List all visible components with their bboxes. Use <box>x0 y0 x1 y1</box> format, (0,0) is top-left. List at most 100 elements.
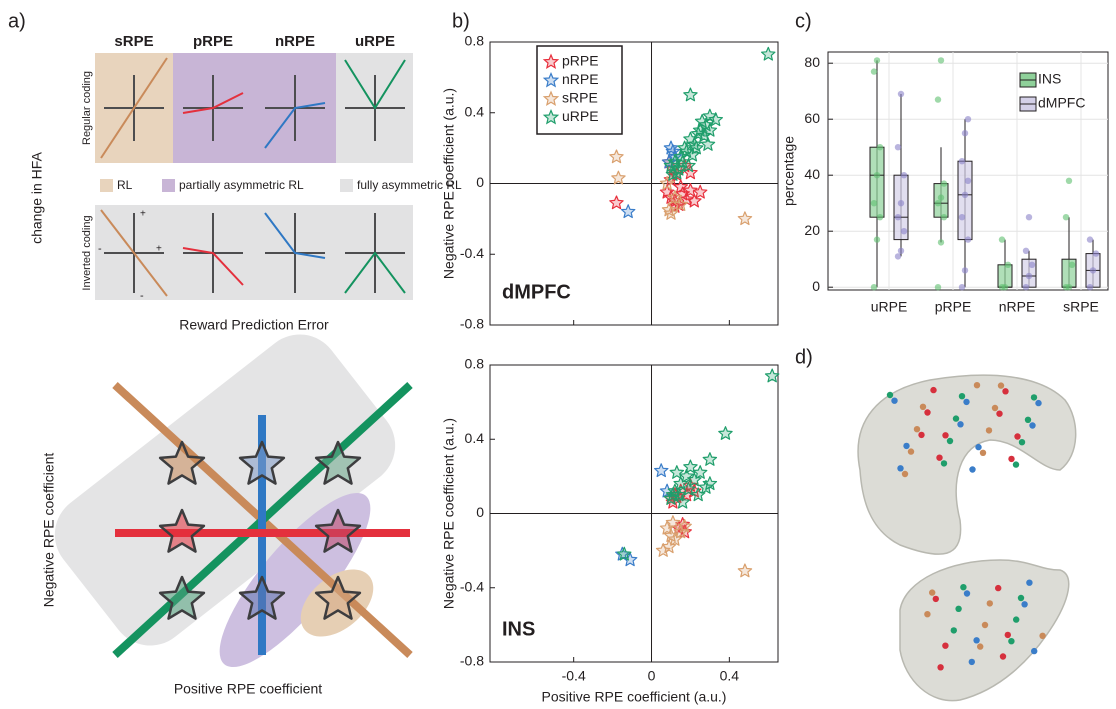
electrode <box>955 605 962 612</box>
data-point <box>894 144 902 151</box>
electrode <box>1021 601 1028 608</box>
data-point <box>687 472 702 487</box>
electrode <box>936 454 943 461</box>
data-point <box>683 87 698 102</box>
data-point <box>870 68 878 75</box>
electrode <box>903 442 910 450</box>
data-point <box>667 531 683 546</box>
star <box>314 508 362 553</box>
star <box>158 508 206 553</box>
data-point <box>685 147 700 162</box>
data-point <box>964 177 972 184</box>
data-point <box>667 190 683 204</box>
x-tick-label: -0.4 <box>562 668 586 684</box>
data-point <box>894 253 902 260</box>
row-label: Regular coding <box>81 71 93 145</box>
data-point <box>900 172 908 179</box>
data-point <box>687 193 702 208</box>
electrode <box>897 465 904 472</box>
data-point <box>669 465 685 479</box>
y-tick-label: 0.8 <box>465 33 485 49</box>
column-header: nRPE <box>275 33 315 50</box>
box <box>997 264 1013 288</box>
y-tick-label: 0.8 <box>465 356 485 372</box>
electrode <box>1018 439 1026 446</box>
data-point <box>675 494 690 509</box>
data-point <box>673 179 688 194</box>
legend-label: RL <box>117 178 133 192</box>
electrode <box>977 643 984 650</box>
data-point <box>1065 177 1073 184</box>
legend-label: pRPE <box>562 53 599 69</box>
data-point <box>958 214 966 221</box>
data-point <box>1092 250 1100 257</box>
column-header: uRPE <box>355 33 395 50</box>
data-point <box>937 239 945 246</box>
electrode <box>1017 594 1025 602</box>
data-point <box>900 228 908 235</box>
data-point <box>663 206 679 220</box>
data-point <box>609 195 624 210</box>
data-point <box>679 468 694 483</box>
electrode <box>995 584 1002 592</box>
electrode <box>975 443 982 451</box>
star <box>238 440 286 485</box>
electrode <box>963 590 971 597</box>
data-point <box>961 130 969 137</box>
data-point <box>761 46 776 61</box>
electrode <box>1039 632 1046 639</box>
legend-label: dMPFC <box>1038 95 1085 111</box>
data-point <box>1089 267 1097 274</box>
data-point <box>1086 284 1094 291</box>
y-tick-label: 0.4 <box>465 430 485 446</box>
data-point <box>702 122 718 137</box>
data-point <box>702 452 718 466</box>
electrode <box>918 431 925 439</box>
electrode <box>986 600 993 607</box>
data-point <box>1001 284 1009 291</box>
data-point <box>1028 261 1036 268</box>
data-point <box>737 211 753 226</box>
x-tick-label: pRPE <box>935 299 972 315</box>
data-point <box>659 175 675 190</box>
data-point <box>940 214 948 221</box>
data-point <box>702 476 718 491</box>
y-axis-label: Negative RPE coefficient (a.u.) <box>441 418 457 609</box>
x-tick-label: uRPE <box>871 299 908 315</box>
data-point <box>958 158 966 165</box>
electrode <box>919 403 927 410</box>
legend-box <box>536 45 623 135</box>
data-point <box>940 180 948 187</box>
electrode <box>960 584 967 591</box>
schematic-curves <box>100 57 406 297</box>
electrode <box>930 386 937 394</box>
electrode <box>958 393 966 400</box>
data-point <box>700 137 716 151</box>
electrode <box>1008 638 1015 645</box>
data-point <box>934 200 942 207</box>
y-axis-label: change in HFA <box>29 151 45 243</box>
data-point <box>692 465 708 479</box>
electrode <box>973 637 980 644</box>
data-point <box>677 518 692 533</box>
data-point <box>665 515 681 529</box>
plot-frame <box>827 51 1109 291</box>
data-point <box>1025 272 1033 280</box>
electrode <box>932 595 939 603</box>
electrode <box>946 437 954 445</box>
electrode <box>1012 461 1020 468</box>
data-point <box>897 90 905 98</box>
y-tick-label: -0.4 <box>460 578 484 594</box>
electrode <box>907 448 915 455</box>
data-point <box>683 183 698 197</box>
data-point <box>873 57 881 64</box>
data-point <box>681 481 696 496</box>
data-point <box>1068 261 1076 268</box>
y-tick-label: -0.8 <box>460 316 484 332</box>
electrode <box>1008 455 1015 463</box>
x-axis-label: Positive RPE coefficient <box>174 681 322 697</box>
electrode <box>979 449 987 456</box>
data-point <box>1086 236 1094 243</box>
data-point <box>1065 284 1073 291</box>
data-point <box>694 114 710 128</box>
